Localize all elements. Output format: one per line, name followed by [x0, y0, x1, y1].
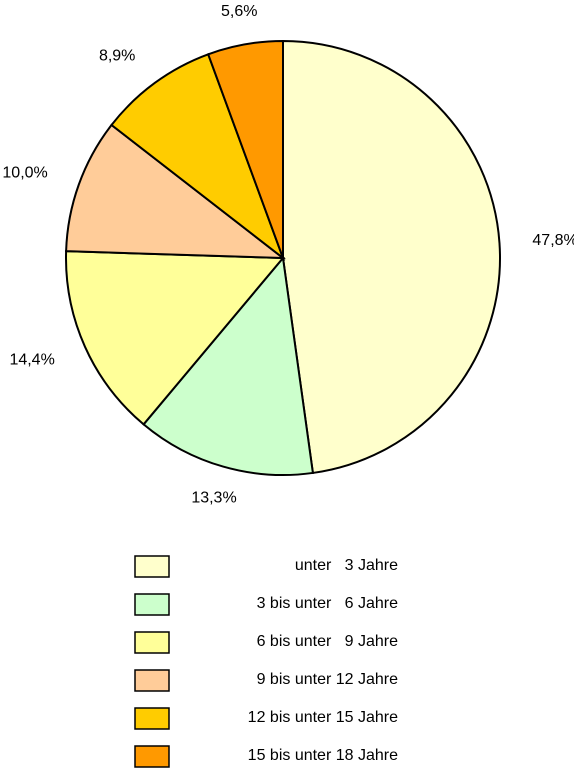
legend-swatch — [134, 555, 170, 578]
legend-label: 15 bis unter 18 Jahre — [248, 747, 398, 764]
legend-label: unter 3 Jahre — [295, 557, 398, 574]
legend-label: 3 bis unter 6 Jahre — [257, 595, 399, 612]
pie-slice — [110, 53, 286, 261]
data-label: 47,8% — [532, 232, 574, 249]
pie-slice — [65, 250, 286, 426]
legend-swatch — [134, 593, 170, 616]
data-label: 14,4% — [9, 351, 54, 368]
data-label: 13,3% — [191, 490, 236, 507]
pie-slice — [142, 255, 315, 476]
data-label: 8,9% — [99, 47, 135, 64]
legend-swatch — [134, 631, 170, 654]
data-label: 5,6% — [221, 3, 257, 20]
legend-swatch — [134, 669, 170, 692]
pie-slice — [206, 39, 284, 259]
legend-swatch — [134, 745, 170, 768]
pie-slice — [282, 39, 501, 475]
legend-label: 6 bis unter 9 Jahre — [257, 633, 399, 650]
pie-slice — [65, 123, 287, 260]
data-label: 10,0% — [2, 165, 47, 182]
legend-swatch — [134, 707, 170, 730]
legend-label: 9 bis unter 12 Jahre — [257, 671, 399, 688]
legend-label: 12 bis unter 15 Jahre — [248, 709, 398, 726]
